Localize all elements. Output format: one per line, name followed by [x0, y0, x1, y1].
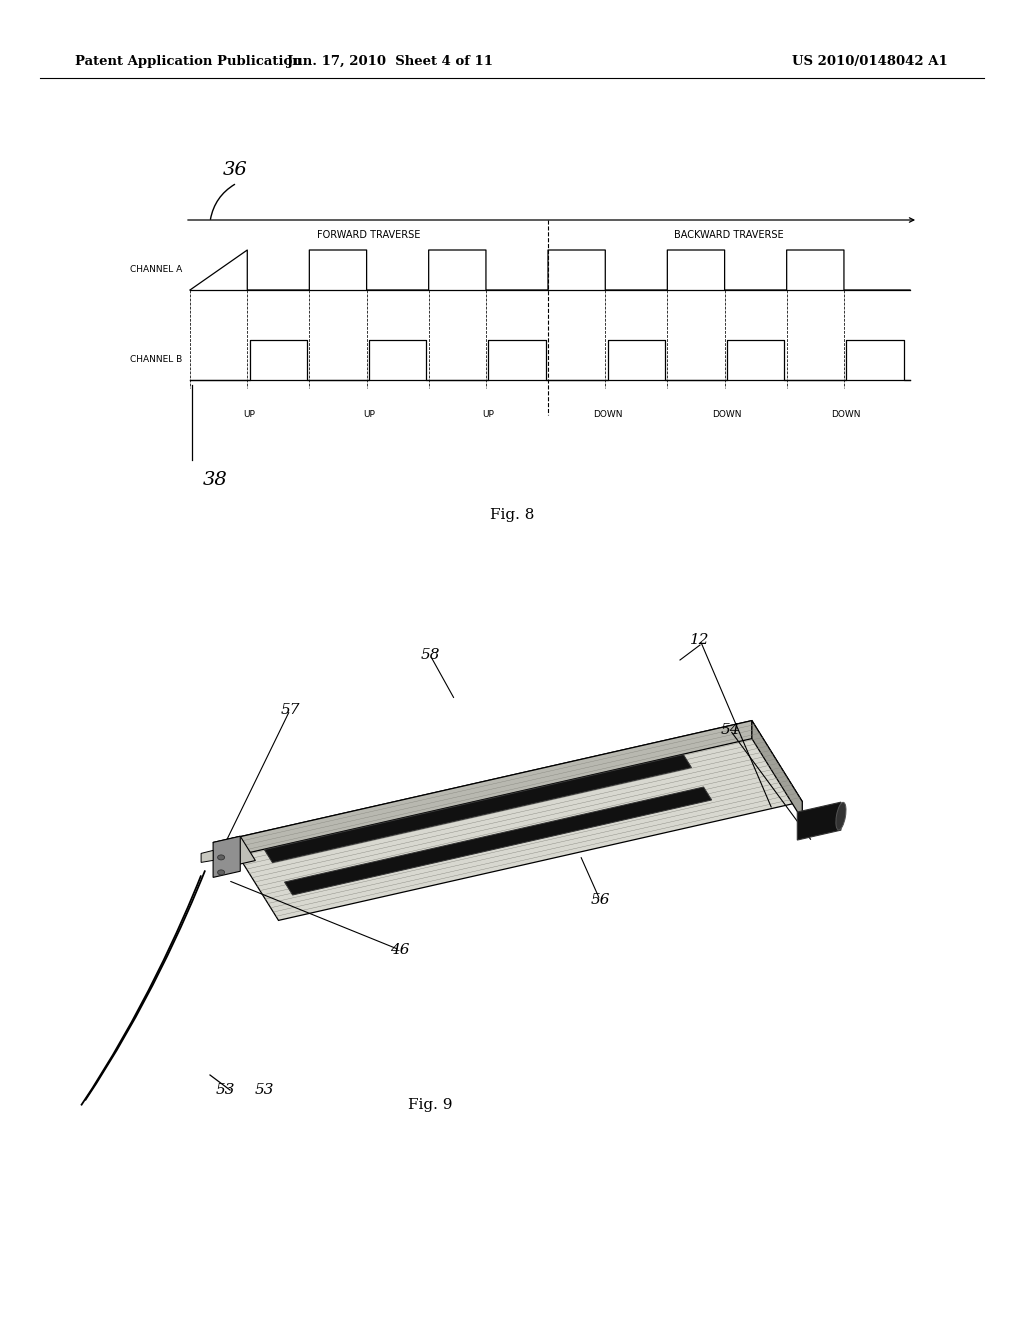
Text: FORWARD TRAVERSE: FORWARD TRAVERSE [317, 230, 421, 240]
Text: 12: 12 [690, 634, 710, 647]
Text: 53: 53 [255, 1082, 274, 1097]
Text: Jun. 17, 2010  Sheet 4 of 11: Jun. 17, 2010 Sheet 4 of 11 [287, 55, 493, 69]
Text: DOWN: DOWN [713, 411, 741, 418]
Polygon shape [213, 837, 241, 878]
Text: BACKWARD TRAVERSE: BACKWARD TRAVERSE [674, 230, 783, 240]
Text: 56: 56 [590, 894, 609, 907]
Polygon shape [798, 803, 841, 840]
Text: 57: 57 [281, 704, 300, 717]
Text: UP: UP [244, 411, 256, 418]
Polygon shape [752, 721, 802, 820]
Polygon shape [228, 721, 802, 920]
Text: CHANNEL A: CHANNEL A [130, 265, 182, 275]
Text: DOWN: DOWN [831, 411, 861, 418]
Text: Patent Application Publication: Patent Application Publication [75, 55, 302, 69]
FancyArrowPatch shape [211, 185, 234, 219]
Text: 46: 46 [390, 942, 410, 957]
Polygon shape [213, 837, 255, 867]
Text: 38: 38 [203, 471, 227, 488]
Polygon shape [201, 850, 213, 862]
Text: UP: UP [482, 411, 495, 418]
Text: Fig. 8: Fig. 8 [489, 508, 535, 521]
Ellipse shape [218, 870, 224, 875]
Text: UP: UP [364, 411, 375, 418]
Text: Fig. 9: Fig. 9 [408, 1098, 453, 1111]
Text: US 2010/0148042 A1: US 2010/0148042 A1 [793, 55, 948, 69]
Ellipse shape [218, 855, 224, 859]
Polygon shape [264, 755, 691, 863]
Polygon shape [285, 787, 712, 895]
Text: DOWN: DOWN [593, 411, 623, 418]
Text: 58: 58 [420, 648, 439, 663]
Text: 36: 36 [222, 161, 248, 180]
Text: 53: 53 [215, 1082, 234, 1097]
Text: CHANNEL B: CHANNEL B [130, 355, 182, 364]
Polygon shape [228, 721, 752, 858]
Ellipse shape [836, 803, 846, 830]
Text: 54: 54 [720, 723, 739, 737]
